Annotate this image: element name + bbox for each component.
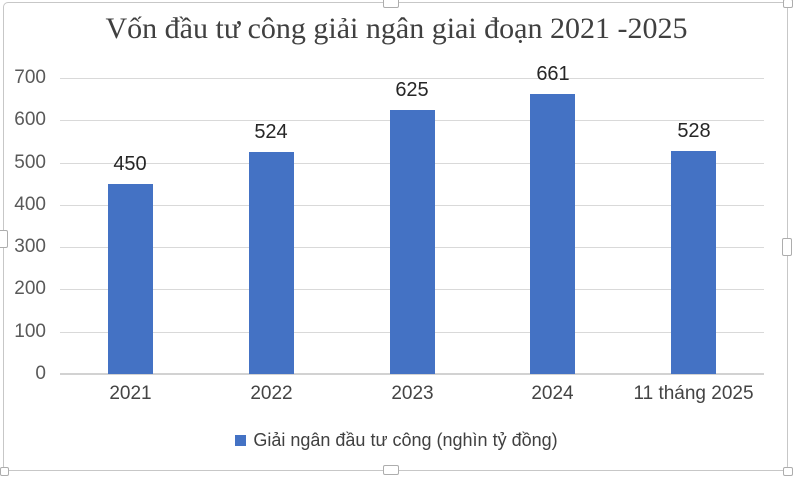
bar-11 tháng 2025[interactable] <box>671 151 716 374</box>
bar-2023[interactable] <box>390 110 435 374</box>
bar-2024[interactable] <box>530 94 575 374</box>
resize-handle-bottom[interactable] <box>383 465 399 475</box>
bar-2022[interactable] <box>249 152 294 374</box>
resize-handle-top[interactable] <box>383 0 399 8</box>
x-category-label-5: 11 tháng 2025 <box>633 383 754 404</box>
resize-handle-bottom-right[interactable] <box>783 467 793 476</box>
data-label-2023: 625 <box>395 79 429 101</box>
x-category-label-1: 2021 <box>109 383 152 404</box>
data-label-2021: 450 <box>113 153 147 175</box>
y-tick-label-300: 300 <box>14 236 46 257</box>
bar-2021[interactable] <box>108 184 153 374</box>
x-category-label-2: 2022 <box>250 383 293 404</box>
data-label-2022: 524 <box>254 121 288 143</box>
y-tick-label-200: 200 <box>14 278 46 299</box>
resize-handle-bottom-left[interactable] <box>0 467 9 476</box>
data-label-11 tháng 2025: 528 <box>677 120 711 142</box>
legend-label: Giải ngân đầu tư công (nghìn tỷ đồng) <box>253 430 558 450</box>
resize-handle-top-right[interactable] <box>783 0 793 8</box>
x-category-label-4: 2024 <box>531 383 574 404</box>
data-label-2024: 661 <box>536 63 570 85</box>
legend-marker-icon <box>235 435 247 446</box>
legend: Giải ngân đầu tư công (nghìn tỷ đồng) <box>0 430 793 451</box>
y-tick-label-400: 400 <box>14 194 46 215</box>
x-axis-line <box>60 373 764 375</box>
gridline-700 <box>60 78 764 79</box>
y-tick-label-600: 600 <box>14 109 46 130</box>
y-tick-label-0: 0 <box>35 363 46 384</box>
resize-handle-right[interactable] <box>782 238 792 256</box>
x-category-label-3: 2023 <box>391 383 434 404</box>
resize-handle-left[interactable] <box>0 230 8 248</box>
chart-title: Vốn đầu tư công giải ngân giai đoạn 2021… <box>105 12 688 45</box>
y-tick-label-700: 700 <box>14 67 46 88</box>
y-tick-label-500: 500 <box>14 152 46 173</box>
y-tick-label-100: 100 <box>14 321 46 342</box>
